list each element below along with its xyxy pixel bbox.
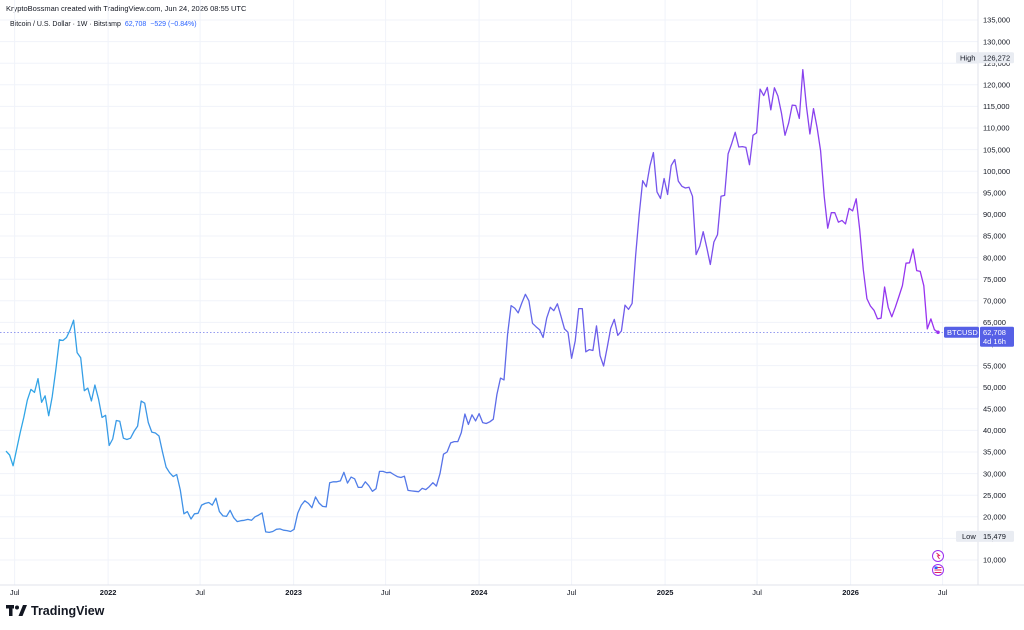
low-value: 15,479 xyxy=(983,532,1006,541)
price-change-value: −529 (−0.84%) xyxy=(150,21,197,28)
price-axis[interactable]: 10,00015,00020,00025,00030,00035,00040,0… xyxy=(983,16,1010,565)
low-badge: Low 15,479 xyxy=(956,530,1014,542)
event-markers[interactable] xyxy=(932,550,944,576)
x-tick-label: Jul xyxy=(567,588,577,597)
y-tick-label: 40,000 xyxy=(983,426,1006,435)
y-tick-label: 100,000 xyxy=(983,167,1010,176)
y-tick-label: 10,000 xyxy=(983,556,1006,565)
grid-lines xyxy=(0,0,978,585)
high-value: 126,272 xyxy=(983,53,1010,62)
x-tick-label: Jul xyxy=(195,588,205,597)
high-label: High xyxy=(960,53,975,62)
bar-countdown-label: 4d 16h xyxy=(983,337,1006,346)
y-tick-label: 135,000 xyxy=(983,16,1010,25)
y-tick-label: 125,000 xyxy=(983,59,1010,68)
y-tick-label: 95,000 xyxy=(983,189,1006,198)
y-tick-label: 20,000 xyxy=(983,513,1006,522)
y-tick-label: 115,000 xyxy=(983,102,1010,111)
y-tick-label: 70,000 xyxy=(983,297,1006,306)
symbol-description: Bitcoin / U.S. Dollar · 1W · Bitstamp xyxy=(10,21,121,28)
x-tick-label: Jul xyxy=(938,588,948,597)
x-tick-label: 2022 xyxy=(100,588,117,597)
tradingview-logo-text: TradingView xyxy=(31,604,105,618)
y-tick-label: 105,000 xyxy=(983,145,1010,154)
y-tick-label: 110,000 xyxy=(983,124,1010,133)
y-tick-label: 65,000 xyxy=(983,318,1006,327)
chart-attribution: KryptoBossman created with TradingView.c… xyxy=(6,4,247,13)
y-tick-label: 25,000 xyxy=(983,491,1006,500)
tradingview-logo-icon xyxy=(6,605,28,617)
y-tick-label: 85,000 xyxy=(983,232,1006,241)
low-label: Low xyxy=(962,532,976,541)
x-tick-label: 2023 xyxy=(285,588,302,597)
last-price-label: 62,708 xyxy=(983,328,1006,337)
y-tick-label: 80,000 xyxy=(983,253,1006,262)
tradingview-logo[interactable]: TradingView xyxy=(6,604,104,618)
symbol-legend: Bitcoin / U.S. Dollar · 1W · Bitstamp 62,… xyxy=(10,21,197,28)
y-tick-label: 50,000 xyxy=(983,383,1006,392)
time-axis[interactable]: Jul 2022 Jul 2023 Jul 2024 Jul 2025 Jul 2026 Jul xyxy=(10,588,948,597)
x-tick-label: Jul xyxy=(752,588,762,597)
y-tick-label: 130,000 xyxy=(983,37,1010,46)
y-tick-label: 55,000 xyxy=(983,361,1006,370)
last-price-value: 62,708 xyxy=(124,21,147,28)
y-tick-label: 35,000 xyxy=(983,448,1006,457)
y-tick-label: 45,000 xyxy=(983,405,1006,414)
price-chart[interactable]: 10,00015,00020,00025,00030,00035,00040,0… xyxy=(0,0,1024,600)
y-tick-label: 30,000 xyxy=(983,469,1006,478)
ticker-label: BTCUSD xyxy=(947,328,978,337)
x-tick-label: 2026 xyxy=(842,588,859,597)
x-tick-label: 2025 xyxy=(657,588,674,597)
last-price-dot xyxy=(936,330,940,335)
high-badge: High 126,272 xyxy=(956,52,1014,64)
x-tick-label: Jul xyxy=(10,588,20,597)
last-price-badge[interactable]: BTCUSD 62,708 4d 16h xyxy=(944,326,1014,347)
y-tick-label: 75,000 xyxy=(983,275,1006,284)
x-tick-label: 2024 xyxy=(471,588,489,597)
y-tick-label: 90,000 xyxy=(983,210,1006,219)
x-tick-label: Jul xyxy=(381,588,391,597)
y-tick-label: 120,000 xyxy=(983,81,1010,90)
price-series-line xyxy=(5,69,939,534)
